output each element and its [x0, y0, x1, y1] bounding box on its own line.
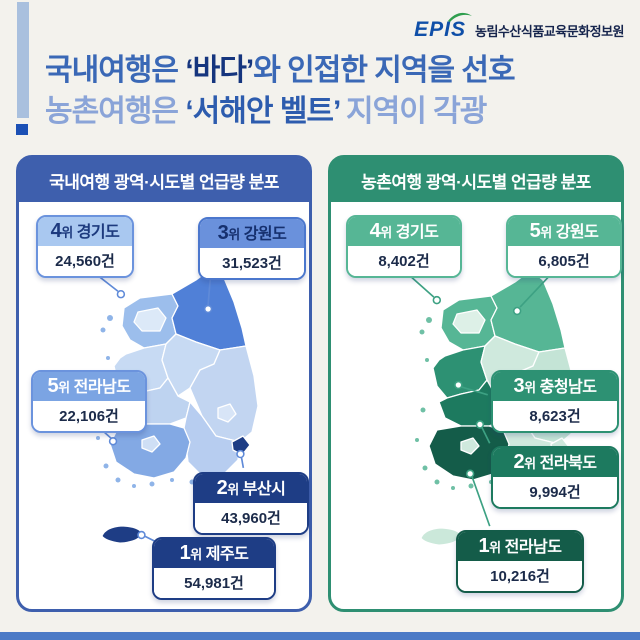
page-title: 국내여행은 ‘바다’와 인접한 지역을 선호 농촌여행은 ‘서해안 벨트’ 지역… — [45, 50, 516, 132]
rank-number: 2 — [216, 477, 228, 499]
rank-suffix: 위 — [540, 225, 552, 240]
card-rank-label: 3위 강원도 — [200, 219, 304, 248]
rank-number: 4 — [369, 220, 381, 242]
rank-number: 1 — [478, 535, 490, 557]
title-line2-pre: 농촌여행은 — [45, 95, 186, 128]
rank-suffix: 위 — [489, 540, 501, 555]
rank-card-rural-gyeonggi: 4위 경기도 8,402건 — [346, 215, 462, 278]
title-line1-post: 와 인접한 지역을 선호 — [253, 54, 515, 87]
epis-logo-text: EPIS — [414, 18, 467, 41]
rank-card-rural-jeonnam: 1위 전라남도 10,216건 — [456, 530, 584, 593]
region-name: 제주도 — [205, 546, 249, 563]
card-rank-label: 5위 강원도 — [508, 217, 620, 246]
rank-suffix: 위 — [190, 547, 202, 562]
rank-card-domestic-jeju: 1위 제주도 54,981건 — [152, 537, 276, 600]
panel-rural-travel: 농촌여행 광역·시도별 언급량 분포 4위 경기도 8,402건 5위 강원도 6,… — [328, 155, 624, 612]
card-rank-label: 5위 전라남도 — [33, 372, 145, 401]
footer-bar — [0, 632, 640, 640]
mention-count: 31,523건 — [200, 248, 304, 278]
region-name: 부산시 — [242, 481, 286, 498]
region-name: 강원도 — [243, 226, 287, 243]
rank-card-domestic-jeonnam: 5위 전라남도 22,106건 — [31, 370, 147, 433]
rank-number: 1 — [179, 542, 191, 564]
rank-card-rural-gangwon: 5위 강원도 6,805건 — [506, 215, 622, 278]
card-rank-label: 3위 충청남도 — [493, 372, 617, 401]
page-title-line2: 농촌여행은 ‘서해안 벨트’ 지역이 각광 — [45, 91, 515, 132]
rank-card-rural-chungnam: 3위 충청남도 8,623건 — [491, 370, 619, 433]
mention-count: 43,960건 — [195, 503, 307, 533]
region-name: 강원도 — [555, 224, 599, 241]
region-name: 충청남도 — [539, 379, 597, 396]
rank-suffix: 위 — [228, 227, 240, 242]
mention-count: 24,560건 — [38, 246, 132, 276]
rank-number: 4 — [50, 220, 62, 242]
region-name: 전라북도 — [539, 455, 597, 472]
region-name: 경기도 — [395, 224, 439, 241]
rank-card-domestic-busan: 2위 부산시 43,960건 — [193, 472, 309, 535]
title-accent-square — [16, 124, 28, 135]
rank-number: 3 — [513, 375, 525, 397]
rank-number: 5 — [47, 375, 59, 397]
title-accent-bar — [17, 2, 29, 118]
region-name: 경기도 — [76, 224, 120, 241]
mention-count: 22,106건 — [33, 401, 145, 431]
rank-card-rural-jeonbuk: 2위 전라북도 9,994건 — [491, 446, 619, 509]
mention-count: 8,402건 — [348, 246, 460, 276]
rank-card-domestic-gyeonggi: 4위 경기도 24,560건 — [36, 215, 134, 278]
card-rank-label: 1위 전라남도 — [458, 532, 582, 561]
title-line1-emphasis: ‘바다’ — [185, 54, 254, 87]
brand: EPIS 농림수산식품교육문화정보원 — [414, 12, 624, 42]
mention-count: 6,805건 — [508, 246, 620, 276]
rank-suffix: 위 — [524, 380, 536, 395]
panel-domestic-header: 국내여행 광역·시도별 언급량 분포 — [19, 158, 309, 202]
title-line1-pre: 국내여행은 — [45, 54, 186, 87]
rank-number: 3 — [217, 222, 229, 244]
epis-logo: EPIS — [414, 12, 473, 42]
rank-number: 2 — [513, 451, 525, 473]
title-line2-emphasis: ‘서해안 벨트’ — [185, 95, 340, 128]
rank-number: 5 — [529, 220, 541, 242]
rank-card-domestic-gangwon: 3위 강원도 31,523건 — [198, 217, 306, 280]
panel-domestic-travel: 국내여행 광역·시도별 언급량 분포 4위 경기도 24,560건 3위 강원도 3… — [16, 155, 312, 612]
page-title-line1: 국내여행은 ‘바다’와 인접한 지역을 선호 — [45, 50, 516, 91]
org-name: 농림수산식품교육문화정보원 — [475, 23, 624, 39]
card-rank-label: 2위 전라북도 — [493, 448, 617, 477]
card-rank-label: 1위 제주도 — [154, 539, 274, 568]
rank-suffix: 위 — [524, 456, 536, 471]
panel-rural-header: 농촌여행 광역·시도별 언급량 분포 — [331, 158, 621, 202]
mention-count: 8,623건 — [493, 401, 617, 431]
epis-swoosh-icon — [448, 12, 473, 22]
region-name: 전라남도 — [73, 379, 131, 396]
card-rank-label: 4위 경기도 — [348, 217, 460, 246]
rank-suffix: 위 — [380, 225, 392, 240]
region-name: 전라남도 — [504, 539, 562, 556]
mention-count: 54,981건 — [154, 568, 274, 598]
card-rank-label: 2위 부산시 — [195, 474, 307, 503]
rank-suffix: 위 — [227, 482, 239, 497]
card-rank-label: 4위 경기도 — [38, 217, 132, 246]
rank-suffix: 위 — [61, 225, 73, 240]
mention-count: 10,216건 — [458, 561, 582, 591]
rank-suffix: 위 — [58, 380, 70, 395]
mention-count: 9,994건 — [493, 477, 617, 507]
title-line2-post: 지역이 각광 — [339, 95, 487, 128]
